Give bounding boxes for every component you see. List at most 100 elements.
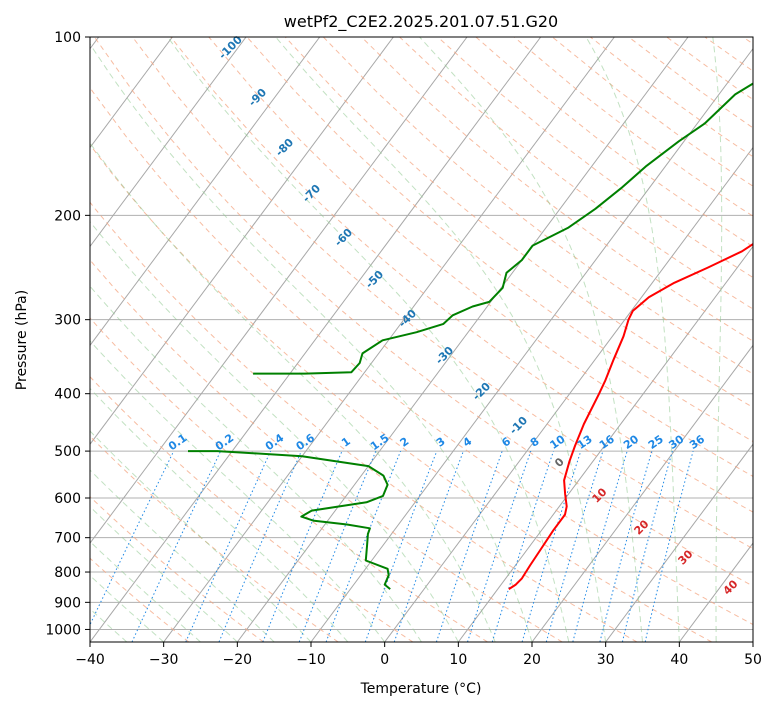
- dry-adiabat: [90, 376, 414, 642]
- profile-series: [188, 82, 753, 590]
- y-tick-label: 500: [54, 444, 81, 460]
- moist-adiabat: [419, 37, 643, 642]
- mixing-ratio-line: [218, 450, 302, 642]
- mixing-ratio-line: [364, 450, 438, 642]
- x-tick-label: 20: [523, 652, 541, 668]
- background-lines: [90, 37, 753, 642]
- mixing-ratio-line: [572, 450, 628, 642]
- y-tick-label: 600: [54, 491, 81, 507]
- moist-adiabat: [90, 469, 275, 642]
- mixing-ratio-line: [262, 450, 343, 642]
- moist-adiabat: [585, 37, 680, 642]
- moist-adiabat: [167, 37, 570, 642]
- plot-frame: [89, 36, 754, 643]
- mixing-ratio-label: 16: [597, 432, 617, 452]
- y-tick-label: 1000: [45, 622, 81, 638]
- y-axis-label: Pressure (hPa): [14, 290, 30, 390]
- x-tick-label: −40: [75, 652, 105, 668]
- x-tick-label: 50: [744, 652, 762, 668]
- dry-adiabat-label: -10: [507, 414, 530, 437]
- dry-adiabat: [90, 201, 638, 642]
- isotherm-line: [236, 37, 689, 642]
- moist-adiabat: [90, 574, 165, 642]
- mixing-ratio-label: 0.6: [294, 431, 318, 453]
- mixing-ratio-label: 1: [339, 435, 353, 450]
- moist-adiabat-label: 0: [552, 455, 567, 470]
- moist-adiabat: [90, 340, 386, 642]
- y-axis-ticks: 100 200 300 400 500 600 700 800 900 1000: [45, 30, 90, 638]
- isotherm-line: [310, 47, 753, 642]
- isotherm-line: [90, 37, 173, 149]
- y-tick-label: 200: [54, 208, 81, 224]
- x-tick-label: −10: [296, 652, 326, 668]
- mixing-ratio-label: 1.5: [368, 431, 391, 453]
- dry-adiabat: [284, 37, 753, 408]
- moist-adiabat: [712, 37, 723, 642]
- y-tick-label: 300: [54, 313, 81, 329]
- dry-adiabat: [90, 259, 563, 642]
- mixing-ratio-line: [393, 450, 464, 642]
- isotherm-line: [90, 37, 468, 544]
- mixing-ratio-line: [298, 450, 377, 642]
- dry-adiabat: [399, 37, 753, 310]
- moist-adiabat: [90, 505, 238, 642]
- mixing-ratio-label: 20: [621, 432, 641, 452]
- moist-adiabat: [90, 430, 312, 642]
- dry-adiabat: [704, 37, 753, 72]
- isotherm-line: [531, 344, 753, 642]
- y-tick-label: 900: [54, 595, 81, 611]
- profile-line-0: [508, 242, 753, 590]
- moist-adiabat: [90, 220, 459, 642]
- mixing-ratio-line: [435, 450, 503, 642]
- isotherm-line: [384, 146, 753, 642]
- dry-adiabat-label: -30: [433, 344, 456, 367]
- dry-adiabat: [551, 37, 753, 187]
- dry-adiabat: [170, 37, 753, 513]
- moist-adiabat: [90, 42, 533, 642]
- dry-adiabat: [361, 37, 753, 342]
- y-tick-label: 700: [54, 531, 81, 547]
- dry-adiabat-label: -70: [300, 182, 323, 205]
- moist-adiabat-label: 30: [676, 547, 696, 567]
- mixing-ratio-line: [185, 450, 272, 642]
- dry-adiabat: [90, 496, 264, 642]
- moist-adiabat: [90, 387, 349, 642]
- mixing-ratio-line: [521, 450, 582, 642]
- isotherm-line: [752, 641, 753, 642]
- y-tick-label: 400: [54, 387, 81, 403]
- moist-adiabat: [90, 540, 201, 642]
- y-tick-label: 100: [54, 30, 81, 46]
- dry-adiabat: [90, 86, 753, 626]
- x-tick-label: 30: [597, 652, 615, 668]
- isotherm-line: [90, 37, 394, 446]
- moist-adiabat-label: 40: [721, 577, 741, 597]
- dry-adiabat-label: -80: [273, 136, 296, 159]
- mixing-ratio-label: 25: [646, 433, 666, 452]
- dry-adiabat: [322, 37, 753, 375]
- mixing-ratio-line: [131, 450, 222, 642]
- isotherm-line: [90, 37, 247, 248]
- mixing-ratio-label: 3: [434, 435, 448, 450]
- moist-adiabat: [752, 616, 753, 642]
- isotherm-line: [605, 443, 753, 642]
- moist-adiabat: [90, 285, 422, 642]
- x-tick-label: 10: [449, 652, 467, 668]
- dry-adiabat: [132, 37, 753, 550]
- x-axis-label: Temperature (°C): [360, 681, 482, 697]
- x-tick-label: −30: [149, 652, 179, 668]
- dry-adiabat: [90, 435, 339, 642]
- chart-title: wetPf2_C2E2.2025.201.07.51.G20: [284, 12, 558, 32]
- profile-line-2: [253, 82, 753, 375]
- moist-adiabat: [90, 142, 496, 642]
- mixing-ratio-label: 0.1: [166, 431, 189, 453]
- y-tick-label: 800: [54, 565, 81, 581]
- dry-adiabat-label: -20: [470, 380, 493, 403]
- mixing-ratio-line: [545, 450, 604, 642]
- mixing-ratio-line: [644, 450, 694, 642]
- profile-line-1: [188, 450, 391, 590]
- isotherm-line: [90, 37, 321, 347]
- x-axis-ticks: −40 −30 −20 −10 0 10 20 30 40 50: [75, 642, 762, 668]
- dry-adiabat-label: -40: [396, 307, 419, 330]
- mixing-ratio-line: [621, 450, 673, 642]
